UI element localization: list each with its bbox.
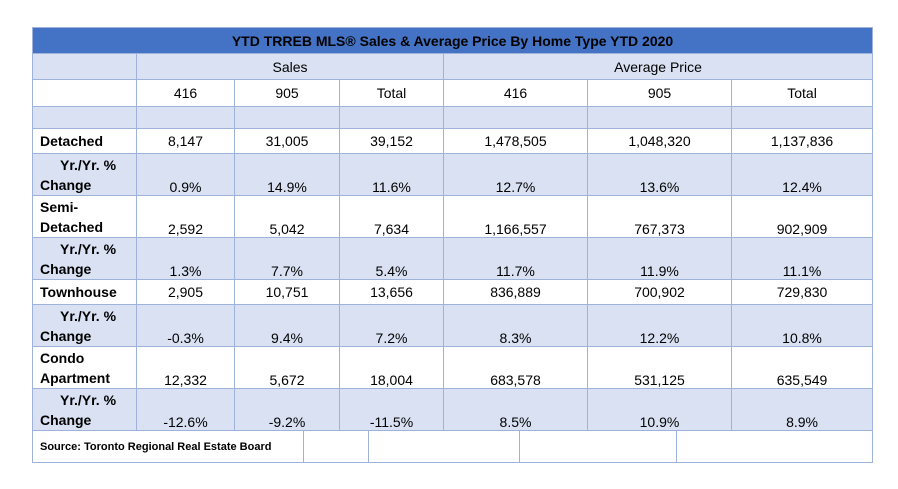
row-label: Yr./Yr. % Change <box>32 153 137 196</box>
row-label: Townhouse <box>32 279 137 305</box>
table-cell: 767,373 <box>587 195 732 238</box>
table-row: Yr./Yr. % Change 0.9% 14.9% 11.6% 12.7% 13.6% 1… <box>32 153 874 196</box>
table-row: Detached 8,147 31,005 39,152 1,478,505 1,048,… <box>32 128 874 154</box>
source-row: Source: Toronto Regional Real Estate Boa… <box>32 430 873 463</box>
table-cell: 12.2% <box>587 304 732 347</box>
column-header: 905 <box>587 79 732 107</box>
row-label-line: Townhouse <box>40 284 117 300</box>
region-header-row: 416 905 Total 416 905 Total <box>32 79 874 107</box>
table-cell: 8.3% <box>443 304 588 347</box>
table-cell: 7.2% <box>339 304 444 347</box>
table-cell: 7.7% <box>234 237 340 280</box>
table-cell: -0.3% <box>136 304 235 347</box>
table-cell: 18,004 <box>339 346 444 389</box>
row-label-line: Change <box>40 177 92 193</box>
table-cell: 10,751 <box>234 279 340 305</box>
table-cell: 1,048,320 <box>587 128 732 154</box>
table-cell: 10.9% <box>587 388 732 431</box>
table-cell: 10.8% <box>730 304 874 347</box>
row-label-line: Detached <box>40 133 104 149</box>
table-row: Semi- Detached 2,592 5,042 7,634 1,166,557 767… <box>32 195 874 238</box>
table-row: Yr./Yr. % Change -12.6% -9.2% -11.5% 8.5% 10.9… <box>32 388 874 431</box>
table-cell: 8.5% <box>443 388 588 431</box>
row-label-line: Yr./Yr. % <box>60 308 117 324</box>
table-cell: 13.6% <box>587 153 732 196</box>
table-cell: 902,909 <box>730 195 874 238</box>
spacer-row <box>32 106 874 129</box>
row-label: Yr./Yr. % Change <box>32 237 137 280</box>
sales-group-header: Sales <box>136 53 444 80</box>
row-label-line: Yr./Yr. % <box>60 241 117 257</box>
table-cell: 8,147 <box>136 128 235 154</box>
column-header: 416 <box>136 79 235 107</box>
table-cell: 2,905 <box>136 279 235 305</box>
table-cell: 1,478,505 <box>443 128 588 154</box>
table-cell: 8.9% <box>730 388 874 431</box>
table-cell: 11.7% <box>443 237 588 280</box>
row-label: Semi- Detached <box>32 195 137 238</box>
table-cell: 12,332 <box>136 346 235 389</box>
table-cell: -12.6% <box>136 388 235 431</box>
table-cell: 5,672 <box>234 346 340 389</box>
table-cell: 7,634 <box>339 195 444 238</box>
table-cell: 1,137,836 <box>730 128 874 154</box>
row-label-line: Change <box>40 328 92 344</box>
table-cell: 1,166,557 <box>443 195 588 238</box>
row-label-line: Detached <box>40 219 104 235</box>
table-cell: 39,152 <box>339 128 444 154</box>
table-body: Detached 8,147 31,005 39,152 1,478,505 1,048,… <box>32 128 874 431</box>
column-header: 416 <box>443 79 588 107</box>
empty-header-cell <box>32 53 137 80</box>
table-cell: -11.5% <box>339 388 444 431</box>
empty-header-cell <box>32 79 137 107</box>
table-cell: 836,889 <box>443 279 588 305</box>
table-cell: -9.2% <box>234 388 340 431</box>
table-cell: 12.4% <box>730 153 874 196</box>
table-cell: 700,902 <box>587 279 732 305</box>
table-cell: 5,042 <box>234 195 340 238</box>
table-cell: 14.9% <box>234 153 340 196</box>
column-header: 905 <box>234 79 340 107</box>
row-label-line: Yr./Yr. % <box>60 157 117 173</box>
row-label: Detached <box>32 128 137 154</box>
table-cell: 0.9% <box>136 153 235 196</box>
table-row: Condo Apartment 12,332 5,672 18,004 683,578 53… <box>32 346 874 389</box>
table-cell: 635,549 <box>730 346 874 389</box>
source-table: Source: Toronto Regional Real Estate Boa… <box>32 430 873 463</box>
table-cell: 5.4% <box>339 237 444 280</box>
row-label: Yr./Yr. % Change <box>32 304 137 347</box>
column-header: Total <box>730 79 874 107</box>
table-cell: 9.4% <box>234 304 340 347</box>
table-cell: 729,830 <box>730 279 874 305</box>
table-cell: 11.6% <box>339 153 444 196</box>
table-title: YTD TRREB MLS® Sales & Average Price By … <box>31 27 874 54</box>
table-cell: 12.7% <box>443 153 588 196</box>
table-row: Townhouse 2,905 10,751 13,656 836,889 700,902… <box>32 279 874 305</box>
source-note: Source: Toronto Regional Real Estate Boa… <box>32 430 304 463</box>
row-label-line: Change <box>40 412 92 428</box>
sales-price-table: YTD TRREB MLS® Sales & Average Price By … <box>31 27 874 431</box>
row-label-line: Change <box>40 261 92 277</box>
table-cell: 2,592 <box>136 195 235 238</box>
group-header-row: Sales Average Price <box>32 53 874 80</box>
table-row: Yr./Yr. % Change -0.3% 9.4% 7.2% 8.3% 12.2% 10.… <box>32 304 874 347</box>
table-cell: 683,578 <box>443 346 588 389</box>
title-row: YTD TRREB MLS® Sales & Average Price By … <box>31 27 874 54</box>
row-label-line: Apartment <box>40 370 111 386</box>
table-cell: 31,005 <box>234 128 340 154</box>
table-cell: 11.9% <box>587 237 732 280</box>
table-cell: 11.1% <box>730 237 874 280</box>
row-label-line: Semi- <box>40 199 79 215</box>
row-label: Yr./Yr. % Change <box>32 388 137 431</box>
column-header: Total <box>339 79 444 107</box>
row-label: Condo Apartment <box>32 346 137 389</box>
row-label-line: Condo <box>40 350 85 366</box>
table-cell: 531,125 <box>587 346 732 389</box>
table-cell: 13,656 <box>339 279 444 305</box>
sales-price-table-container: YTD TRREB MLS® Sales & Average Price By … <box>31 27 874 463</box>
avg-price-group-header: Average Price <box>442 53 874 80</box>
table-cell: 1.3% <box>136 237 235 280</box>
table-row: Yr./Yr. % Change 1.3% 7.7% 5.4% 11.7% 11.9% 11.… <box>32 237 874 280</box>
row-label-line: Yr./Yr. % <box>60 392 117 408</box>
